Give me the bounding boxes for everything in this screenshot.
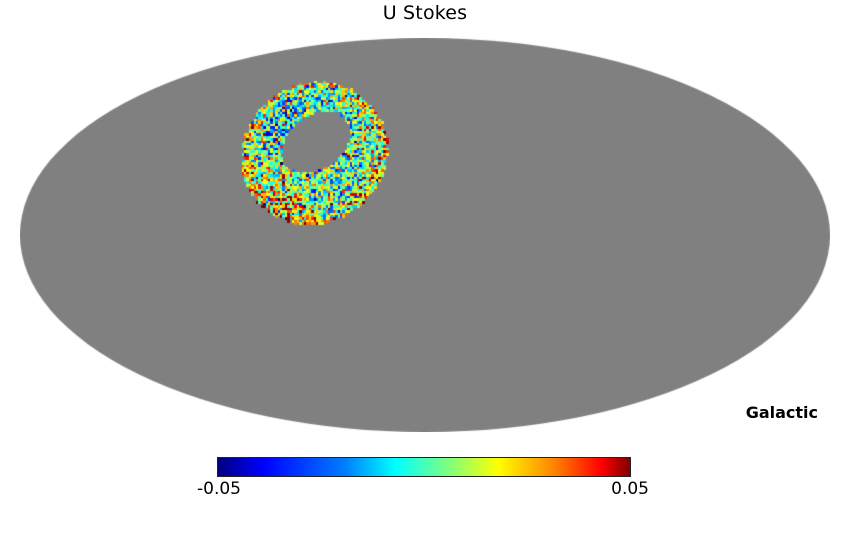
- coordinate-system-label: Galactic: [745, 403, 818, 422]
- colorbar-max-tick-label: 0.05: [611, 479, 649, 499]
- mollweide-projection-canvas[interactable]: [20, 38, 830, 432]
- colorbar-gradient[interactable]: [217, 457, 631, 477]
- page-title: U Stokes: [382, 2, 468, 24]
- colorbar[interactable]: -0.05 0.05: [197, 457, 649, 503]
- sky-map[interactable]: [20, 38, 830, 432]
- colorbar-min-tick-label: -0.05: [197, 479, 241, 499]
